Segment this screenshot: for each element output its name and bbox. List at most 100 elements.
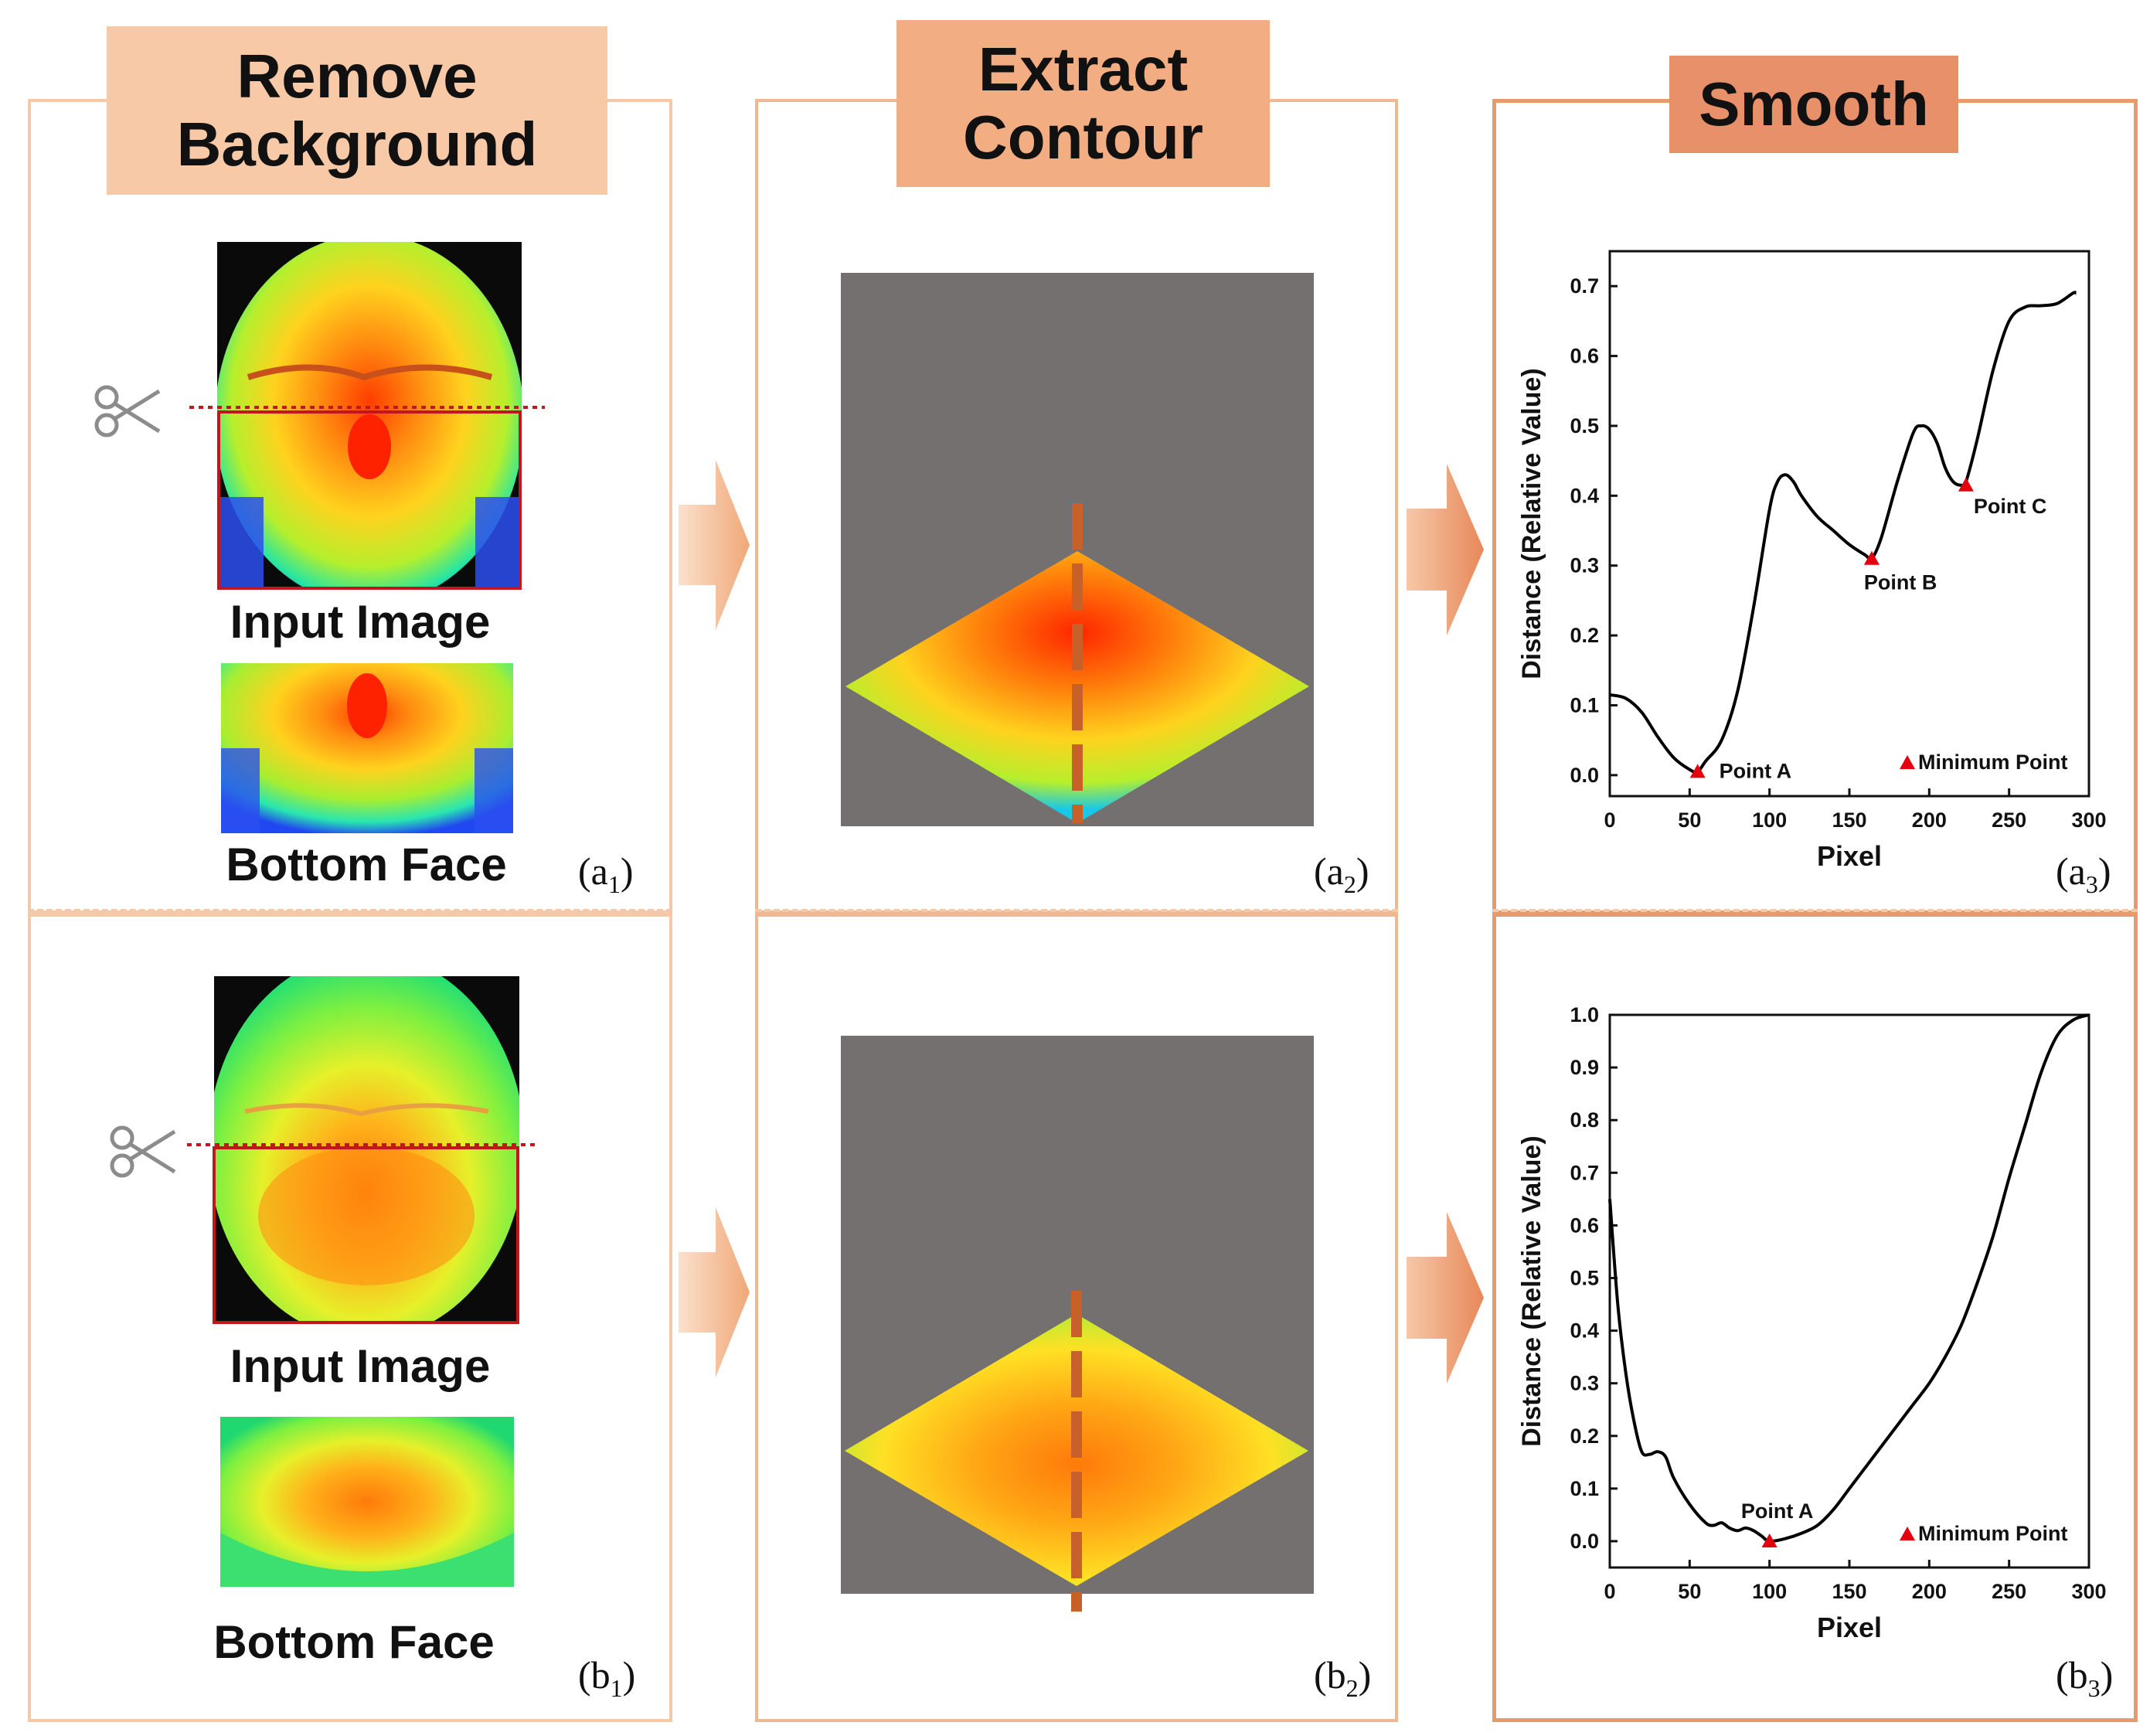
panel-tag-b3: (b3)	[2056, 1653, 2114, 1702]
y-tick-label: 0.5	[1570, 414, 1599, 437]
minimum-point-marker	[1761, 1533, 1777, 1547]
panel-tag-b1-index: 1	[610, 1674, 623, 1702]
x-tick-label: 300	[2071, 1580, 2106, 1603]
row-divider-middle	[755, 909, 1398, 912]
x-tick-label: 0	[1604, 1580, 1615, 1603]
y-tick-label: 0.4	[1570, 1319, 1599, 1343]
y-tick-label: 0.1	[1570, 694, 1599, 717]
y-tick-label: 0.5	[1570, 1266, 1599, 1289]
x-axis-label: Pixel	[1817, 1612, 1882, 1643]
crop-line-b1	[187, 1143, 539, 1146]
input-image-b1	[214, 976, 519, 1324]
panel-tag-b3-index: 3	[2087, 1674, 2101, 1702]
panel-tag-a3-index: 3	[2085, 870, 2098, 898]
header-extract-contour-text: Extract Contour	[962, 35, 1203, 172]
x-tick-label: 200	[1912, 1580, 1947, 1603]
contour-image-b2	[841, 1036, 1314, 1612]
input-image-label-a1: Input Image	[230, 596, 491, 648]
minimum-point-marker	[1689, 764, 1706, 778]
panel-tag-b2-letter: b	[1326, 1653, 1346, 1697]
x-tick-label: 300	[2071, 808, 2106, 832]
point-label: Point A	[1741, 1499, 1814, 1523]
panel-tag-a1: (a1)	[578, 849, 634, 898]
chart-a3-svg: 0 50 100 150 200 250 300 0.0 0.1 0.2 0.3 0.4 0.5 0.6 0…	[1517, 250, 2107, 872]
x-tick-label: 0	[1604, 808, 1615, 832]
input-image-a1	[217, 242, 522, 590]
right-arrow-icon	[1407, 1212, 1484, 1384]
y-tick-label: 1.0	[1570, 1003, 1599, 1026]
y-axis-label: Distance (Relative Value)	[1517, 368, 1546, 679]
panel-tag-a1-index: 1	[607, 870, 621, 898]
panel-tag-b2: (b2)	[1314, 1653, 1372, 1702]
minimum-point-marker	[1958, 477, 1974, 492]
point-label: Point C	[1974, 495, 2047, 518]
header-extract-contour: Extract Contour	[896, 20, 1270, 187]
series-line	[1608, 1013, 2090, 1544]
bottom-face-image-b1	[220, 1417, 514, 1587]
chart-a3: 0 50 100 150 200 250 300 0.0 0.1 0.2 0.3 0.4 0.5 0.6 0…	[1511, 232, 2121, 881]
scissors-icon	[94, 385, 161, 437]
x-tick-label: 250	[1992, 808, 2026, 832]
header-remove-background-text: Remove Background	[176, 42, 538, 179]
point-label: Point B	[1864, 571, 1937, 594]
bottom-face-label-a1: Bottom Face	[226, 839, 507, 890]
plot-frame	[1608, 1013, 2090, 1569]
right-arrow-icon	[679, 460, 750, 630]
right-arrow-icon	[1407, 464, 1484, 635]
plot-frame	[1608, 250, 2090, 798]
legend-label: Minimum Point	[1918, 751, 2067, 774]
x-tick-label: 200	[1912, 808, 1947, 832]
panel-tag-a3-letter: a	[2068, 849, 2086, 893]
bottom-face-label-b1: Bottom Face	[213, 1616, 495, 1668]
panel-tag-b1-letter: b	[590, 1653, 611, 1697]
row-divider-right	[1492, 909, 2138, 912]
y-tick-label: 0.7	[1570, 274, 1599, 298]
panel-tag-a1-letter: a	[590, 849, 608, 893]
y-tick-label: 0.0	[1570, 1530, 1599, 1553]
x-axis-label: Pixel	[1817, 840, 1882, 872]
x-tick-label: 100	[1752, 808, 1787, 832]
right-arrow-icon	[679, 1207, 750, 1377]
y-axis-label: Distance (Relative Value)	[1517, 1135, 1546, 1447]
panel-tag-a2-letter: a	[1326, 849, 1344, 893]
minimum-point-marker	[1863, 550, 1880, 565]
y-tick-label: 0.4	[1570, 484, 1599, 507]
legend-marker-icon	[1900, 755, 1915, 769]
chart-b3: 0 50 100 150 200 250 300 0.0 0.1 0.2 0.3 0.4 0.5 0.6 0…	[1511, 989, 2121, 1654]
y-tick-label: 0.3	[1570, 554, 1599, 577]
x-tick-label: 50	[1678, 808, 1701, 832]
x-tick-label: 100	[1752, 1580, 1787, 1603]
scissors-icon	[110, 1125, 176, 1178]
y-tick-label: 0.6	[1570, 1213, 1599, 1237]
header-remove-background: Remove Background	[107, 26, 607, 195]
crop-box-a1	[217, 410, 522, 590]
y-tick-label: 0.8	[1570, 1108, 1599, 1132]
y-tick-label: 0.0	[1570, 764, 1599, 787]
panel-tag-b2-index: 2	[1345, 1674, 1359, 1702]
panel-tag-a2: (a2)	[1314, 849, 1369, 898]
y-tick-label: 0.3	[1570, 1372, 1599, 1395]
y-tick-label: 0.6	[1570, 345, 1599, 368]
point-label: Point A	[1720, 759, 1792, 782]
y-tick-label: 0.9	[1570, 1056, 1599, 1079]
header-smooth-text: Smooth	[1699, 70, 1929, 138]
legend-marker-icon	[1900, 1527, 1915, 1540]
x-tick-label: 150	[1832, 1580, 1866, 1603]
series-line	[1609, 291, 2077, 774]
x-tick-label: 150	[1832, 808, 1866, 832]
panel-tag-b1: (b1)	[578, 1653, 636, 1702]
y-tick-label: 0.7	[1570, 1161, 1599, 1184]
legend-label: Minimum Point	[1918, 1522, 2067, 1545]
crop-line-a1	[189, 406, 545, 409]
x-tick-label: 250	[1992, 1580, 2026, 1603]
crop-box-b1	[213, 1146, 519, 1324]
panel-tag-b3-letter: b	[2068, 1653, 2088, 1697]
panel-b3-frame	[1492, 911, 2138, 1722]
y-tick-label: 0.2	[1570, 624, 1599, 647]
panel-b2-frame	[755, 911, 1398, 1722]
y-tick-label: 0.1	[1570, 1477, 1599, 1500]
row-divider-left	[28, 909, 672, 912]
panel-b1-frame	[28, 911, 672, 1722]
input-image-label-b1: Input Image	[230, 1340, 491, 1392]
contour-image-a2	[841, 273, 1314, 826]
